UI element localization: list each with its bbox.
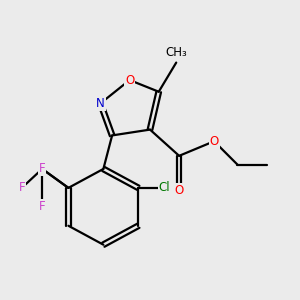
Text: F: F (19, 182, 25, 194)
Text: Cl: Cl (159, 182, 170, 194)
Text: O: O (125, 74, 134, 87)
Text: O: O (175, 184, 184, 197)
Text: F: F (39, 200, 46, 213)
Text: O: O (209, 135, 219, 148)
Text: F: F (39, 162, 46, 176)
Text: N: N (96, 97, 105, 110)
Text: CH₃: CH₃ (165, 46, 187, 59)
